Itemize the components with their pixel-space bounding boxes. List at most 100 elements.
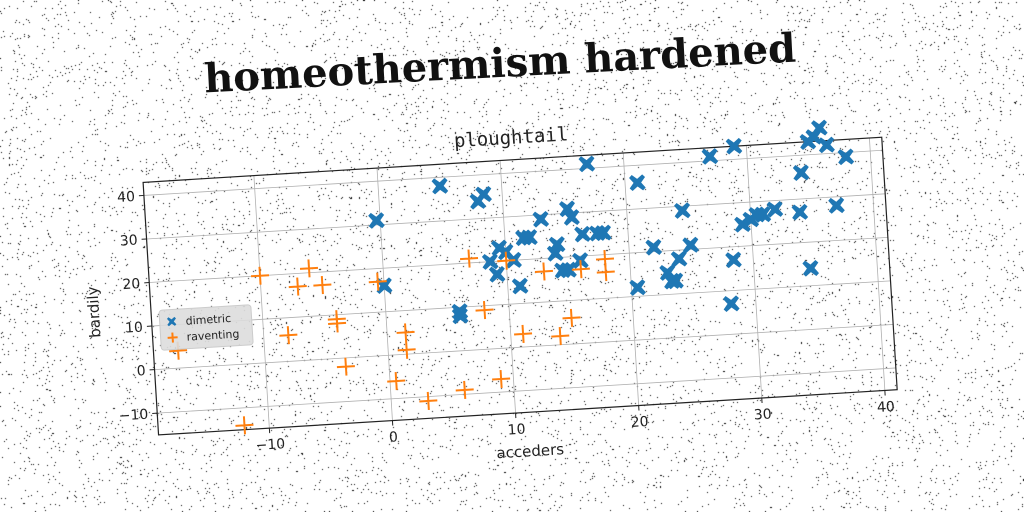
data-point-raventing <box>571 260 590 279</box>
data-point-dimetric <box>559 200 576 218</box>
y-grid-line <box>157 367 896 414</box>
legend-marker-dimetric <box>166 316 177 327</box>
data-point-dimetric <box>511 277 529 295</box>
y-tick-label: 40 <box>117 189 136 206</box>
data-point-dimetric <box>629 174 646 192</box>
data-point-dimetric <box>368 212 385 229</box>
chart-container: ploughtail −10 0 10 20 30 40 −10 0 10 20 30 40 acce… <box>30 73 931 496</box>
y-grid-line <box>146 193 886 240</box>
data-point-raventing <box>551 326 570 346</box>
legend-marker-raventing <box>167 332 178 343</box>
data-point-dimetric <box>802 259 820 277</box>
data-point-raventing <box>368 272 387 291</box>
x-tick-label: −10 <box>255 436 285 454</box>
data-point-dimetric <box>811 119 828 137</box>
x-grid-line <box>622 152 640 406</box>
data-point-dimetric <box>578 155 596 173</box>
chart-title: ploughtail <box>453 123 569 152</box>
scatter-chart: ploughtail −10 0 10 20 30 40 −10 0 10 20 30 40 acce… <box>83 119 898 462</box>
x-grid-line <box>253 175 270 429</box>
x-grid-line <box>376 168 393 421</box>
legend-label-dimetric: dimetric <box>185 312 231 328</box>
data-point-raventing <box>396 323 415 342</box>
grid-lines <box>143 137 896 429</box>
data-point-dimetric <box>451 303 469 320</box>
data-point-raventing <box>459 249 479 268</box>
data-points <box>169 119 855 435</box>
data-point-raventing <box>492 369 511 389</box>
y-tick-label: 10 <box>125 320 144 337</box>
data-point-raventing <box>387 371 406 391</box>
data-point-dimetric <box>595 224 612 242</box>
x-tick-label: 0 <box>389 429 399 446</box>
legend-label-raventing: raventing <box>186 327 240 343</box>
data-point-raventing <box>299 259 319 278</box>
data-point-dimetric <box>725 137 743 155</box>
data-point-dimetric <box>828 197 845 214</box>
data-point-raventing <box>288 277 307 296</box>
data-point-raventing <box>419 391 438 410</box>
data-point-dimetric <box>451 307 469 325</box>
x-tick-label: 20 <box>630 414 649 431</box>
data-point-dimetric <box>521 229 538 246</box>
legend-box <box>158 304 254 351</box>
data-point-raventing <box>455 380 474 400</box>
x-tick-label: 10 <box>507 422 526 439</box>
data-point-dimetric <box>488 266 506 283</box>
x-grid-line <box>499 160 516 414</box>
data-point-dimetric <box>629 279 646 296</box>
data-point-raventing <box>235 416 254 435</box>
plot-frame <box>142 136 898 436</box>
data-point-dimetric <box>766 200 784 218</box>
data-point-dimetric <box>674 202 691 219</box>
series-dimetric <box>368 119 855 325</box>
data-point-dimetric <box>667 272 684 290</box>
data-point-dimetric <box>574 225 591 243</box>
y-tick-label: 20 <box>122 276 141 293</box>
x-grid-line <box>745 145 763 399</box>
y-grid-line <box>154 324 894 370</box>
data-point-dimetric <box>792 164 810 181</box>
data-point-dimetric <box>734 216 751 233</box>
data-point-dimetric <box>723 295 740 313</box>
x-tick-label: 40 <box>877 399 896 416</box>
data-point-dimetric <box>791 203 809 221</box>
data-point-dimetric <box>645 239 663 256</box>
data-point-dimetric <box>481 253 499 270</box>
data-point-raventing <box>534 262 554 281</box>
data-point-dimetric <box>837 148 855 166</box>
data-point-dimetric <box>682 236 699 254</box>
data-point-dimetric <box>701 148 719 165</box>
y-grid-line <box>143 149 883 196</box>
data-point-dimetric <box>560 261 577 279</box>
data-point-dimetric <box>563 209 580 226</box>
y-tick-label: 30 <box>119 233 138 250</box>
data-point-dimetric <box>532 210 550 228</box>
x-axis-label: acceders <box>496 440 565 462</box>
x-tick-label: 30 <box>753 406 772 423</box>
data-point-dimetric <box>475 186 492 203</box>
data-point-raventing <box>336 357 355 376</box>
data-point-raventing <box>313 275 332 295</box>
axis-ticks: −10 0 10 20 30 40 −10 0 10 20 30 40 <box>117 189 896 454</box>
data-point-raventing <box>596 263 615 282</box>
series-raventing <box>169 249 615 435</box>
y-grid-line <box>151 280 891 327</box>
data-point-raventing <box>279 326 298 345</box>
data-point-raventing <box>327 310 346 329</box>
y-tick-label: −10 <box>118 407 148 425</box>
data-point-raventing <box>514 324 533 343</box>
data-point-dimetric <box>431 177 449 195</box>
y-axis-label: bardily <box>83 286 104 338</box>
data-point-dimetric <box>725 251 742 269</box>
data-point-dimetric <box>670 250 688 268</box>
data-point-dimetric <box>754 206 772 223</box>
data-point-dimetric <box>818 136 835 154</box>
data-point-raventing <box>475 301 494 320</box>
x-grid-line <box>869 137 886 391</box>
data-point-raventing <box>250 266 270 285</box>
data-point-raventing <box>562 308 581 327</box>
y-grid-line <box>149 236 888 283</box>
data-point-dimetric <box>548 236 566 253</box>
